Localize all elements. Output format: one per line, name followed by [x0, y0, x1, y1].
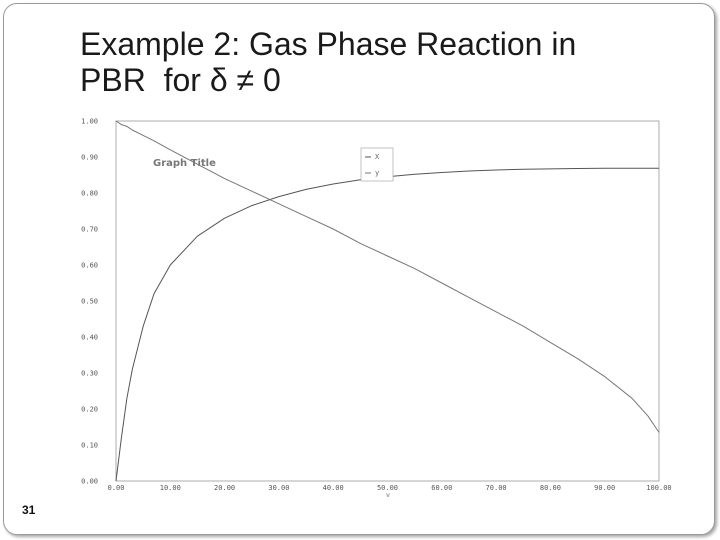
x-tick-label: 30.00 — [268, 484, 289, 492]
x-tick-label: 10.00 — [160, 484, 181, 492]
x-tick-label: 90.00 — [594, 484, 615, 492]
x-axis-label: W — [386, 493, 390, 499]
x-tick-label: 0.00 — [108, 484, 125, 492]
page-number: 31 — [22, 503, 36, 517]
series-group — [115, 120, 660, 482]
y-tick-label: 0.60 — [81, 262, 98, 270]
x-tick-label: 40.00 — [323, 484, 344, 492]
slide-title-line-2: PBR for δ ≠ 0 — [80, 62, 281, 98]
x-tick-label: 100.00 — [646, 484, 671, 492]
legend-box — [360, 147, 394, 182]
y-tick-label: 0.20 — [81, 406, 98, 414]
y-tick-label: 0.40 — [81, 334, 98, 342]
y-tick-label: 0.30 — [81, 370, 98, 378]
x-tick-label: 80.00 — [540, 484, 561, 492]
series-line-y — [115, 120, 660, 433]
y-tick-label: 0.50 — [81, 298, 98, 306]
chart-title: Graph Title — [153, 158, 216, 169]
x-tick-label: 50.00 — [377, 484, 398, 492]
x-tick-label: 20.00 — [214, 484, 235, 492]
slide-title-line-1: Example 2: Gas Phase Reaction in — [80, 26, 577, 62]
y-tick-label: 0.70 — [81, 226, 98, 234]
y-tick-label: 0.00 — [81, 478, 98, 486]
x-tick-label: 60.00 — [431, 484, 452, 492]
ticks: 0.00 0.10 0.20 0.30 0.40 0.50 0.60 0.70 0.80 0.90… — [81, 118, 672, 493]
x-tick-label: 70.00 — [486, 484, 507, 492]
series-line-x — [115, 167, 659, 482]
y-tick-label: 0.10 — [81, 442, 98, 450]
legend-label-x: X — [375, 153, 380, 161]
y-tick-label: 1.00 — [81, 118, 98, 126]
slide-title: Example 2: Gas Phase Reaction in PBR for… — [80, 26, 680, 98]
y-tick-label: 0.90 — [81, 154, 98, 162]
y-tick-label: 0.80 — [81, 190, 98, 198]
legend-label-y: y — [375, 169, 379, 177]
legend: X y — [360, 147, 394, 182]
